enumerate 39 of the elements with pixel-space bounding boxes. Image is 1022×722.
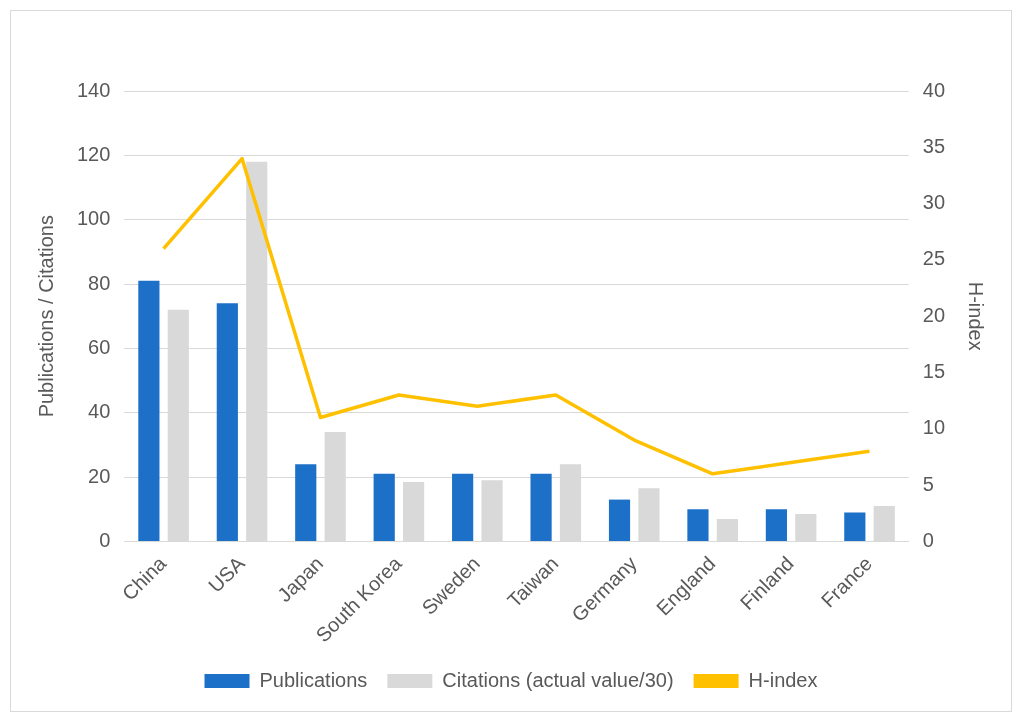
x-tick-label: USA (204, 551, 250, 597)
y2-axis-title: H-index (965, 281, 988, 351)
bar (716, 518, 738, 541)
bar (608, 499, 631, 541)
y-tick-label: 140 (76, 78, 111, 101)
y2-tick-label: 30 (922, 191, 945, 214)
bar (138, 280, 160, 541)
y2-tick-label: 0 (922, 528, 934, 551)
bar (795, 514, 817, 541)
y2-tick-label: 25 (922, 247, 945, 270)
bar (687, 509, 709, 541)
y2-tick-label: 40 (922, 78, 945, 101)
bar (530, 473, 552, 541)
bar (844, 512, 866, 541)
legend-label: H-index (748, 668, 818, 691)
y-tick-label: 120 (76, 142, 111, 165)
bar (873, 506, 895, 541)
bar (403, 481, 425, 541)
y-axis-title: Publications / Citations (34, 215, 57, 418)
bar (373, 473, 395, 541)
bar (295, 464, 317, 541)
legend-label: Publications (259, 668, 368, 691)
y-tick-label: 40 (88, 400, 111, 423)
y-tick-label: 0 (99, 528, 111, 551)
bar (481, 480, 503, 541)
y-tick-label: 100 (76, 207, 111, 230)
bar (765, 509, 787, 541)
bar (216, 303, 238, 541)
legend-label: Citations (actual value/30) (442, 668, 674, 691)
y-tick-label: 80 (88, 271, 111, 294)
y2-tick-label: 15 (922, 360, 945, 383)
y-tick-label: 60 (88, 335, 111, 358)
y2-tick-label: 35 (922, 134, 945, 157)
y-tick-label: 20 (88, 464, 111, 487)
y2-tick-label: 5 (922, 472, 934, 495)
bar (638, 488, 660, 541)
y2-tick-label: 10 (922, 416, 945, 439)
y2-tick-label: 20 (922, 303, 945, 326)
bar (452, 473, 474, 541)
